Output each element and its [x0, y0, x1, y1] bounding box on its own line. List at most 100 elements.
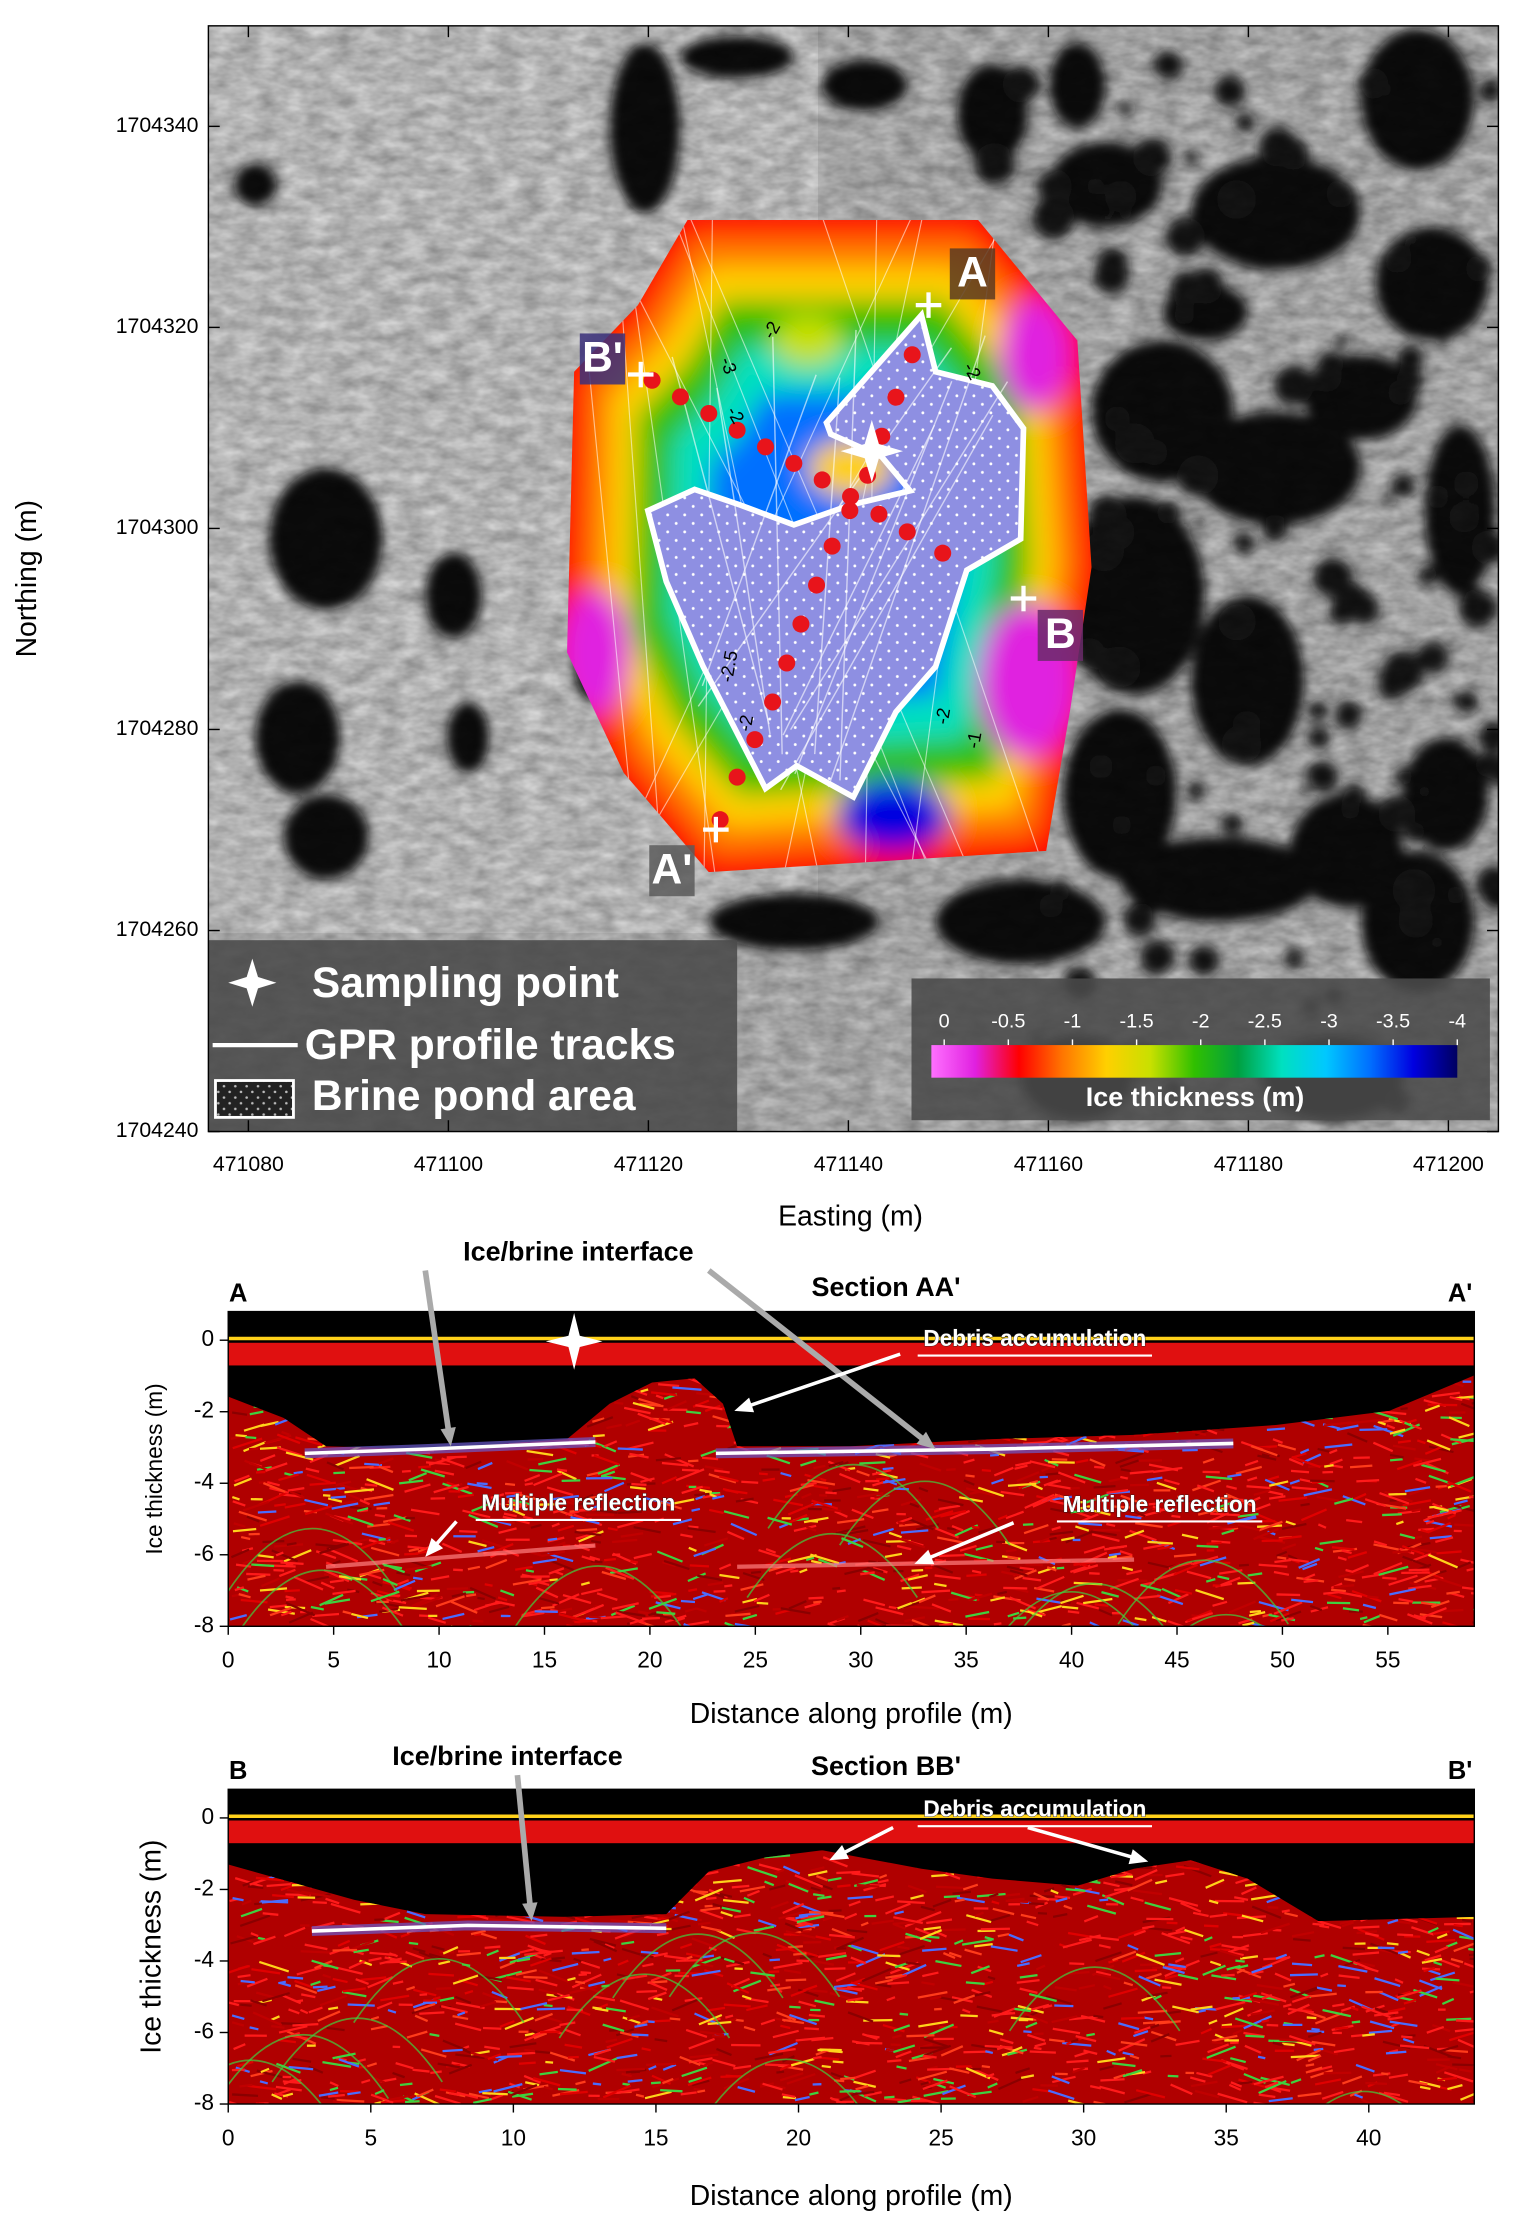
- reflection: [747, 1866, 778, 1879]
- reflection: [1164, 1973, 1181, 1980]
- reflection: [725, 1612, 751, 1618]
- reflection: [861, 1967, 892, 1983]
- reflection: [987, 2082, 998, 2089]
- reflection: [432, 1996, 441, 2001]
- reflection: [300, 1993, 316, 1999]
- reflection: [943, 1895, 961, 1899]
- reflection: [370, 1590, 400, 1603]
- reflection: [1029, 1460, 1056, 1469]
- reflection: [294, 1984, 318, 1994]
- reflection: [714, 1893, 725, 1899]
- reflection: [731, 1884, 750, 1889]
- reflection: [284, 1589, 300, 1593]
- reflection: [1428, 1969, 1441, 1976]
- reflection: [1392, 1550, 1412, 1554]
- reflection: [1333, 2047, 1355, 2054]
- reflection: [1174, 1589, 1193, 1595]
- reflection: [997, 1590, 1008, 1596]
- reflection: [933, 1582, 947, 1588]
- reflection: [1398, 1598, 1414, 1603]
- reflection: [899, 2012, 909, 2016]
- reflection: [1300, 1502, 1310, 1507]
- reflection: [907, 1574, 928, 1581]
- reflection: [827, 1622, 858, 1627]
- track: [839, 329, 857, 781]
- reflection: [810, 1559, 822, 1565]
- reflection: [1302, 1573, 1316, 1581]
- reflection: [987, 1975, 996, 1981]
- reflection: [1386, 1942, 1399, 1946]
- reflection: [1240, 1955, 1259, 1960]
- profile-dot: [887, 388, 905, 406]
- reflection: [733, 2064, 752, 2070]
- reflection: [278, 1980, 287, 1985]
- reflection: [370, 2093, 394, 2104]
- reflection: [1396, 1459, 1423, 1471]
- reflection: [370, 2024, 388, 2031]
- label-bg: [579, 333, 626, 385]
- reflection: [897, 2097, 921, 2104]
- profile-dot: [870, 505, 888, 523]
- reflection: [1154, 1951, 1182, 1957]
- reflection: [775, 1566, 796, 1575]
- reflection: [650, 2081, 661, 2085]
- reflection: [822, 1916, 833, 1922]
- reflection: [1118, 2022, 1140, 2031]
- reflection: [526, 1449, 554, 1457]
- reflection: [937, 1498, 964, 1507]
- reflection: [874, 1978, 893, 1985]
- reflection: [974, 1943, 993, 1948]
- reflection: [796, 1923, 820, 1929]
- reflection: [663, 1559, 690, 1571]
- reflection: [921, 1589, 951, 1594]
- reflection: [543, 2004, 553, 2008]
- reflection: [337, 1939, 351, 1947]
- reflection: [430, 1575, 450, 1581]
- reflection: [782, 2095, 796, 2100]
- reflection: [813, 1600, 822, 1604]
- reflection: [919, 1462, 942, 1472]
- reflection: [482, 2091, 508, 2096]
- reflection: [1261, 1453, 1270, 1458]
- reflection: [477, 1546, 495, 1553]
- reflection: [882, 2023, 905, 2033]
- reflection: [1043, 1887, 1055, 1893]
- reflection: [808, 1989, 828, 1993]
- reflection: [834, 1510, 848, 1518]
- reflection: [885, 1902, 911, 1915]
- reflection: [959, 1544, 977, 1552]
- reflection: [1402, 1555, 1430, 1568]
- reflection: [1289, 1973, 1318, 1977]
- reflection: [332, 1538, 363, 1546]
- reflection: [716, 2047, 732, 2057]
- reflection: [1447, 2084, 1463, 2091]
- reflection: [1457, 2038, 1475, 2052]
- reflection: [1106, 2049, 1116, 2056]
- legend-box: [208, 940, 738, 1132]
- reflection: [786, 2072, 816, 2085]
- reflection: [1455, 1494, 1475, 1501]
- reflection: [589, 1555, 601, 1561]
- y-tick-label: -2: [194, 1397, 214, 1423]
- reflection: [557, 1469, 577, 1481]
- reflection: [1014, 1464, 1028, 1470]
- reflection: [406, 1985, 416, 1991]
- reflection: [680, 1599, 696, 1604]
- reflection: [619, 2031, 639, 2038]
- reflection: [632, 1401, 655, 1410]
- reflection: [887, 1981, 910, 1985]
- reflection: [1238, 1563, 1249, 1567]
- reflection: [1428, 1474, 1452, 1485]
- reflection: [1228, 1951, 1244, 1957]
- reflection: [1419, 2085, 1431, 2091]
- reflection: [719, 1892, 733, 1898]
- reflection: [767, 1516, 793, 1526]
- reflection: [1180, 1901, 1202, 1913]
- reflection: [1288, 1557, 1309, 1564]
- reflection: [631, 2033, 649, 2037]
- reflection: [891, 1973, 907, 1981]
- reflection: [1211, 2034, 1238, 2043]
- reflection: [1312, 1922, 1325, 1927]
- reflection: [349, 1506, 372, 1510]
